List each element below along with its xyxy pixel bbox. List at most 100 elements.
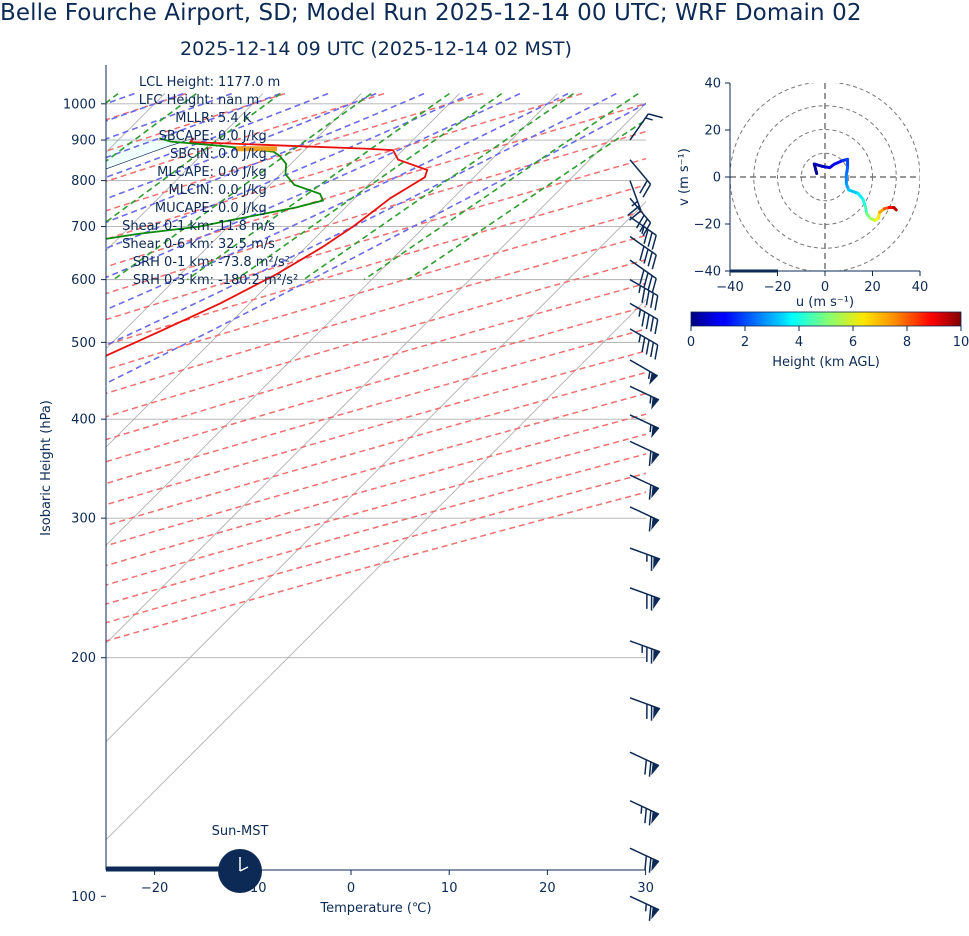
wind-barb (629, 113, 663, 141)
isotherm-20 (106, 93, 558, 546)
skew-t-axes: −20−100102030100200300400500600700800900… (63, 65, 654, 905)
barb-flag (642, 183, 652, 198)
barb-staff (629, 385, 660, 401)
barb-flag (646, 703, 648, 719)
barb-flag (650, 705, 653, 721)
barb-flag (642, 222, 652, 236)
wind-barb (629, 506, 660, 532)
y-tick-label: 500 (71, 336, 96, 351)
wind-barb (629, 359, 659, 385)
isotherm--30 (0, 94, 67, 897)
barb-half (638, 309, 642, 317)
barb-flag (644, 808, 648, 824)
barb-half (641, 226, 645, 234)
barb-flag (649, 316, 655, 332)
moist-adiabat-15 (106, 92, 521, 279)
barb-flag (651, 254, 657, 270)
valid-time-subtitle: 2025-12-14 09 UTC (2025-12-14 02 MST) (180, 38, 572, 60)
barb-flag (645, 290, 650, 306)
barb-pennant (651, 485, 660, 499)
barb-flag (649, 292, 655, 308)
stat-value: 0.0 J/kg (218, 201, 267, 216)
mixing-ratio-32 (407, 118, 646, 281)
barb-staff (629, 113, 649, 141)
barb-flag (641, 287, 646, 303)
barb-flag (646, 647, 648, 662)
wind-barb (629, 474, 660, 500)
dry-adiabat-40 (106, 130, 646, 295)
dry-adiabats (106, 92, 646, 642)
dry-adiabat-30 (106, 102, 646, 268)
y-tick-label: 200 (71, 651, 96, 666)
stat-label: SRH 0-3 km: (133, 273, 214, 288)
wind-barb (629, 159, 652, 198)
y-tick-label: 300 (71, 512, 96, 527)
barb-staff (629, 697, 661, 710)
dry-adiabat-10 (106, 92, 484, 212)
barb-flag (648, 484, 652, 500)
barb-pennant (651, 858, 660, 872)
barb-staff (629, 640, 661, 653)
stat-label: Shear 0-1 km: (122, 219, 214, 234)
isotherm-0 (106, 93, 362, 350)
x-tick-label: −20 (141, 881, 168, 896)
barb-staff (629, 235, 657, 256)
barb-flag (654, 344, 659, 360)
profile-layer (106, 137, 429, 357)
isotherm--10 (106, 93, 264, 252)
barb-flag (647, 232, 653, 247)
y-tick-label: 600 (71, 273, 96, 288)
wind-barb (629, 302, 659, 335)
stat-label: SBCAPE: (159, 129, 214, 144)
barb-pennant (653, 706, 661, 720)
stat-label: SRH 0-1 km: (133, 255, 214, 270)
wind-barb (629, 278, 659, 311)
isotherm-10 (106, 93, 460, 448)
wind-barb (629, 895, 660, 921)
mixing-ratio-10 (235, 92, 503, 281)
barb-pennant (651, 811, 660, 824)
barb-half (638, 334, 642, 343)
isotherm-50 (106, 299, 646, 841)
barb-pennant (653, 556, 661, 570)
barb-staff (629, 506, 660, 522)
wind-barb (629, 235, 657, 270)
barb-flag (648, 761, 652, 777)
dewpoint-profile (106, 137, 324, 240)
moist-adiabat-20 (106, 92, 569, 311)
barb-flag (647, 251, 653, 267)
barb-flag (648, 857, 652, 873)
mixing-ratio-4 (113, 92, 372, 281)
barb-pennant (653, 596, 661, 610)
barb-flag (644, 855, 648, 871)
dry-adiabat-70 (106, 209, 646, 371)
moist-adiabat--35 (0, 94, 37, 897)
barb-half (644, 903, 648, 912)
moist-adiabat-25 (106, 92, 617, 347)
stat-label: MLCAPE: (157, 165, 214, 180)
y-tick-label: 900 (71, 134, 96, 149)
barb-flag (643, 248, 649, 264)
barb-half (645, 117, 653, 121)
mixing-ratio-24 (363, 92, 639, 281)
barb-pennant (651, 762, 660, 776)
barb-staff (629, 302, 659, 321)
dry-adiabat-90 (106, 258, 646, 418)
wind-barb (629, 697, 661, 721)
moist-adiabat-10 (106, 92, 473, 250)
barb-pennant (651, 425, 660, 439)
barb-flag (639, 269, 645, 285)
dry-adiabat-180 (106, 453, 646, 605)
barb-flag (649, 342, 655, 358)
wind-barb (629, 547, 661, 571)
wind-barb (629, 414, 660, 439)
stat-label: Shear 0-6 km: (122, 237, 214, 252)
stat-value: -73.8 m²/s² (218, 255, 290, 270)
stat-value: nan m (218, 93, 259, 108)
barb-flag (650, 555, 653, 571)
dry-adiabat-80 (106, 234, 646, 395)
barb-half (638, 285, 642, 294)
x-tick-label: 0 (347, 881, 355, 896)
barb-flag (648, 810, 652, 826)
